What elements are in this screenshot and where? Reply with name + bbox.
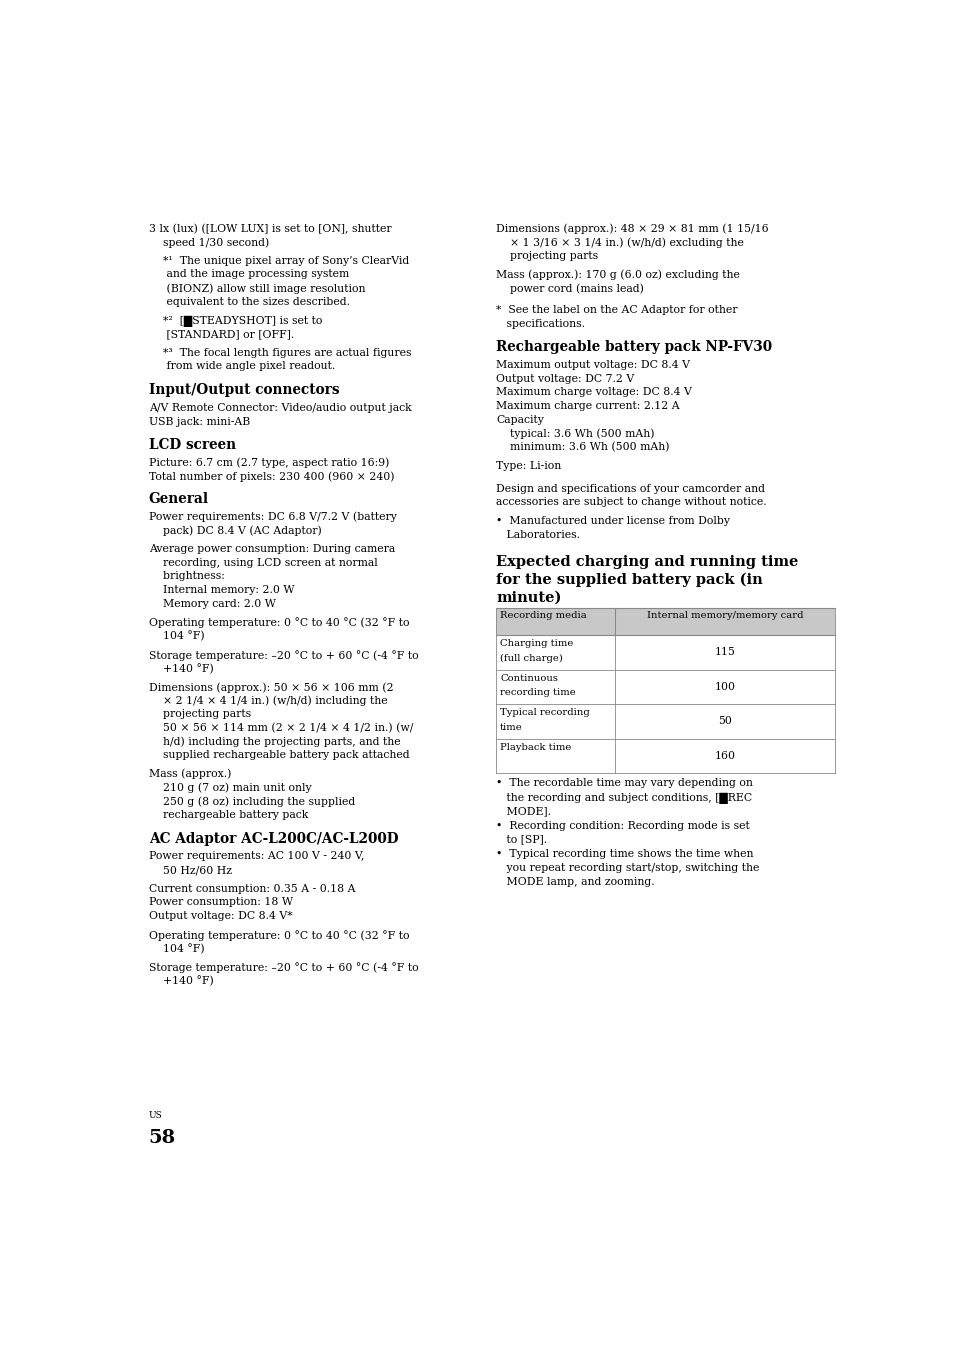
Text: recording time: recording time: [499, 688, 576, 697]
Text: Power requirements: AC 100 V - 240 V,: Power requirements: AC 100 V - 240 V,: [149, 851, 364, 862]
Text: for the supplied battery pack (in: for the supplied battery pack (in: [496, 573, 762, 586]
Text: Expected charging and running time: Expected charging and running time: [496, 555, 798, 569]
Text: AC Adaptor AC-L200C/AC-L200D: AC Adaptor AC-L200C/AC-L200D: [149, 832, 398, 845]
Text: Continuous: Continuous: [499, 674, 558, 683]
Text: Storage temperature: –20 °C to + 60 °C (-4 °F to: Storage temperature: –20 °C to + 60 °C (…: [149, 962, 418, 973]
Text: 104 °F): 104 °F): [149, 631, 204, 642]
Text: Dimensions (approx.): 48 × 29 × 81 mm (1 15/16: Dimensions (approx.): 48 × 29 × 81 mm (1…: [496, 224, 768, 233]
Text: × 1 3/16 × 3 1/4 in.) (w/h/d) excluding the: × 1 3/16 × 3 1/4 in.) (w/h/d) excluding …: [496, 237, 743, 247]
Text: the recording and subject conditions, [█REC: the recording and subject conditions, [█…: [496, 792, 752, 803]
Text: power cord (mains lead): power cord (mains lead): [496, 284, 643, 293]
Text: Typical recording: Typical recording: [499, 708, 589, 718]
Text: minute): minute): [496, 590, 561, 604]
Text: 50 × 56 × 114 mm (2 × 2 1/4 × 4 1/2 in.) (w/: 50 × 56 × 114 mm (2 × 2 1/4 × 4 1/2 in.)…: [149, 723, 413, 733]
Text: × 2 1/4 × 4 1/4 in.) (w/h/d) including the: × 2 1/4 × 4 1/4 in.) (w/h/d) including t…: [149, 696, 387, 706]
Text: Type: Li-ion: Type: Li-ion: [496, 460, 561, 471]
Text: brightness:: brightness:: [149, 571, 225, 581]
Text: Picture: 6.7 cm (2.7 type, aspect ratio 16:9): Picture: 6.7 cm (2.7 type, aspect ratio …: [149, 457, 389, 468]
Text: •  The recordable time may vary depending on: • The recordable time may vary depending…: [496, 779, 753, 788]
Text: Output voltage: DC 7.2 V: Output voltage: DC 7.2 V: [496, 375, 634, 384]
Text: Capacity: Capacity: [496, 415, 543, 425]
Text: Internal memory/memory card: Internal memory/memory card: [646, 611, 802, 620]
Text: 50: 50: [717, 716, 731, 726]
Text: Current consumption: 0.35 A - 0.18 A: Current consumption: 0.35 A - 0.18 A: [149, 883, 355, 894]
Text: 100: 100: [714, 681, 735, 692]
Text: supplied rechargeable battery pack attached: supplied rechargeable battery pack attac…: [149, 750, 409, 760]
Text: A/V Remote Connector: Video/audio output jack: A/V Remote Connector: Video/audio output…: [149, 403, 411, 413]
Text: 3 lx (lux) ([LOW LUX] is set to [ON], shutter: 3 lx (lux) ([LOW LUX] is set to [ON], sh…: [149, 224, 391, 233]
Text: recording, using LCD screen at normal: recording, using LCD screen at normal: [149, 558, 377, 567]
Text: 210 g (7 oz) main unit only: 210 g (7 oz) main unit only: [149, 783, 311, 792]
Text: time: time: [499, 723, 522, 731]
Text: 160: 160: [714, 750, 735, 761]
Text: *¹  The unique pixel array of Sony’s ClearVid: *¹ The unique pixel array of Sony’s Clea…: [149, 256, 409, 266]
Text: 104 °F): 104 °F): [149, 943, 204, 954]
Text: Total number of pixels: 230 400 (960 × 240): Total number of pixels: 230 400 (960 × 2…: [149, 471, 394, 482]
Text: •  Manufactured under license from Dolby: • Manufactured under license from Dolby: [496, 516, 730, 527]
Text: Dimensions (approx.): 50 × 56 × 106 mm (2: Dimensions (approx.): 50 × 56 × 106 mm (…: [149, 683, 393, 692]
Text: projecting parts: projecting parts: [149, 710, 251, 719]
Text: MODE lamp, and zooming.: MODE lamp, and zooming.: [496, 877, 655, 887]
Text: Playback time: Playback time: [499, 742, 571, 752]
Text: Operating temperature: 0 °C to 40 °C (32 °F to: Operating temperature: 0 °C to 40 °C (32…: [149, 930, 409, 940]
Text: Mass (approx.): Mass (approx.): [149, 769, 231, 779]
Text: Maximum output voltage: DC 8.4 V: Maximum output voltage: DC 8.4 V: [496, 361, 690, 370]
Text: equivalent to the sizes described.: equivalent to the sizes described.: [149, 297, 350, 307]
Text: Internal memory: 2.0 W: Internal memory: 2.0 W: [149, 585, 294, 594]
Text: Power requirements: DC 6.8 V/7.2 V (battery: Power requirements: DC 6.8 V/7.2 V (batt…: [149, 512, 396, 522]
Text: and the image processing system: and the image processing system: [149, 270, 349, 280]
Text: Mass (approx.): 170 g (6.0 oz) excluding the: Mass (approx.): 170 g (6.0 oz) excluding…: [496, 270, 740, 280]
Text: *  See the label on the AC Adaptor for other: * See the label on the AC Adaptor for ot…: [496, 305, 737, 315]
Text: Maximum charge current: 2.12 A: Maximum charge current: 2.12 A: [496, 402, 679, 411]
Text: Rechargeable battery pack NP-FV30: Rechargeable battery pack NP-FV30: [496, 341, 772, 354]
Text: Power consumption: 18 W: Power consumption: 18 W: [149, 897, 293, 908]
Text: +140 °F): +140 °F): [149, 664, 213, 674]
Text: USB jack: mini-AB: USB jack: mini-AB: [149, 417, 250, 426]
Text: Charging time: Charging time: [499, 639, 573, 649]
Text: 58: 58: [149, 1129, 175, 1148]
Text: Memory card: 2.0 W: Memory card: 2.0 W: [149, 598, 275, 608]
Text: h/d) including the projecting parts, and the: h/d) including the projecting parts, and…: [149, 737, 400, 748]
Text: 50 Hz/60 Hz: 50 Hz/60 Hz: [149, 864, 232, 875]
Text: Average power consumption: During camera: Average power consumption: During camera: [149, 544, 395, 554]
Text: you repeat recording start/stop, switching the: you repeat recording start/stop, switchi…: [496, 863, 759, 873]
Text: speed 1/30 second): speed 1/30 second): [149, 237, 269, 247]
Text: +140 °F): +140 °F): [149, 976, 213, 987]
Text: Laboratories.: Laboratories.: [496, 529, 579, 540]
Text: (BIONZ) allow still image resolution: (BIONZ) allow still image resolution: [149, 284, 365, 293]
Text: pack) DC 8.4 V (AC Adaptor): pack) DC 8.4 V (AC Adaptor): [149, 525, 321, 536]
Text: Output voltage: DC 8.4 V*: Output voltage: DC 8.4 V*: [149, 911, 293, 921]
Text: Operating temperature: 0 °C to 40 °C (32 °F to: Operating temperature: 0 °C to 40 °C (32…: [149, 617, 409, 628]
Text: Maximum charge voltage: DC 8.4 V: Maximum charge voltage: DC 8.4 V: [496, 388, 692, 398]
Text: Design and specifications of your camcorder and: Design and specifications of your camcor…: [496, 483, 764, 494]
Text: *²  [█STEADYSHOT] is set to: *² [█STEADYSHOT] is set to: [149, 315, 322, 327]
Text: minimum: 3.6 Wh (500 mAh): minimum: 3.6 Wh (500 mAh): [496, 442, 669, 452]
Text: 250 g (8 oz) including the supplied: 250 g (8 oz) including the supplied: [149, 797, 355, 806]
Text: from wide angle pixel readout.: from wide angle pixel readout.: [149, 361, 335, 372]
Text: rechargeable battery pack: rechargeable battery pack: [149, 810, 308, 820]
Text: to [SP].: to [SP].: [496, 835, 547, 844]
Bar: [496, 608, 834, 635]
Text: typical: 3.6 Wh (500 mAh): typical: 3.6 Wh (500 mAh): [496, 429, 654, 438]
Text: MODE].: MODE].: [496, 806, 551, 817]
Text: (full charge): (full charge): [499, 654, 562, 664]
Text: Storage temperature: –20 °C to + 60 °C (-4 °F to: Storage temperature: –20 °C to + 60 °C (…: [149, 650, 418, 661]
Text: [STANDARD] or [OFF].: [STANDARD] or [OFF].: [149, 328, 294, 339]
Text: LCD screen: LCD screen: [149, 438, 235, 452]
Text: Input/Output connectors: Input/Output connectors: [149, 383, 339, 398]
Text: Recording media: Recording media: [499, 611, 586, 620]
Text: 115: 115: [714, 647, 735, 657]
Text: *³  The focal length figures are actual figures: *³ The focal length figures are actual f…: [149, 347, 411, 358]
Text: projecting parts: projecting parts: [496, 251, 598, 261]
Text: •  Recording condition: Recording mode is set: • Recording condition: Recording mode is…: [496, 821, 749, 830]
Text: •  Typical recording time shows the time when: • Typical recording time shows the time …: [496, 849, 753, 859]
Text: US: US: [149, 1110, 162, 1120]
Text: accessories are subject to change without notice.: accessories are subject to change withou…: [496, 497, 766, 508]
Text: General: General: [149, 493, 209, 506]
Text: specifications.: specifications.: [496, 319, 585, 328]
